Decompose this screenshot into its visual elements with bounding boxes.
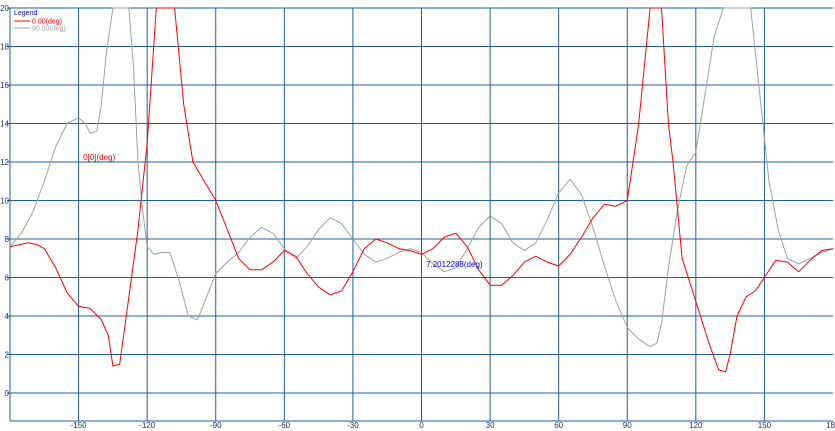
- x-tick-label: 150: [758, 421, 772, 430]
- x-tick-label: 30: [486, 421, 495, 430]
- tick-labels: 0 2 4 6 8 10 12 14 16 18 20 -150 -120 -90 -60 -30 0 30 60 9…: [0, 4, 835, 430]
- y-tick-label: 10: [0, 197, 9, 206]
- legend-label-90deg: 90.00(deg): [32, 26, 66, 33]
- x-tick-label: -30: [347, 421, 359, 430]
- y-tick-label: 0: [5, 389, 10, 398]
- y-tick-label: 18: [0, 43, 9, 52]
- y-tick-label: 16: [0, 81, 9, 90]
- series-line-0-00-deg: [9, 7, 834, 373]
- y-tick-label: 20: [0, 4, 9, 13]
- x-tick-label: 90: [623, 421, 632, 430]
- annotation-red: 0[0](deg): [83, 153, 115, 162]
- y-tick-label: 12: [0, 158, 9, 167]
- y-tick-label: 4: [5, 312, 10, 321]
- y-tick-label: 6: [5, 274, 10, 283]
- annotation-blue: 7.2012288(deg): [426, 260, 483, 269]
- x-tick-label: 18: [826, 421, 835, 430]
- y-tick-label: 2: [5, 351, 10, 360]
- series-group: [9, 7, 834, 373]
- x-tick-label: 120: [689, 421, 703, 430]
- legend-title: Legend: [14, 10, 37, 17]
- legend: Legend 0.00(deg) 90.00(deg): [14, 10, 66, 33]
- legend-label-0deg: 0.00(deg): [32, 19, 62, 26]
- x-tick-label: -90: [210, 421, 222, 430]
- y-tick-label: 8: [5, 235, 10, 244]
- x-tick-label: -150: [71, 421, 88, 430]
- x-tick-label: -120: [139, 421, 156, 430]
- y-tick-label: 14: [0, 120, 9, 129]
- x-tick-label: 60: [554, 421, 563, 430]
- x-tick-label: -60: [279, 421, 291, 430]
- x-tick-label: 0: [419, 421, 424, 430]
- series-line-90-00-deg: [9, 7, 834, 348]
- grid: [7, 7, 833, 422]
